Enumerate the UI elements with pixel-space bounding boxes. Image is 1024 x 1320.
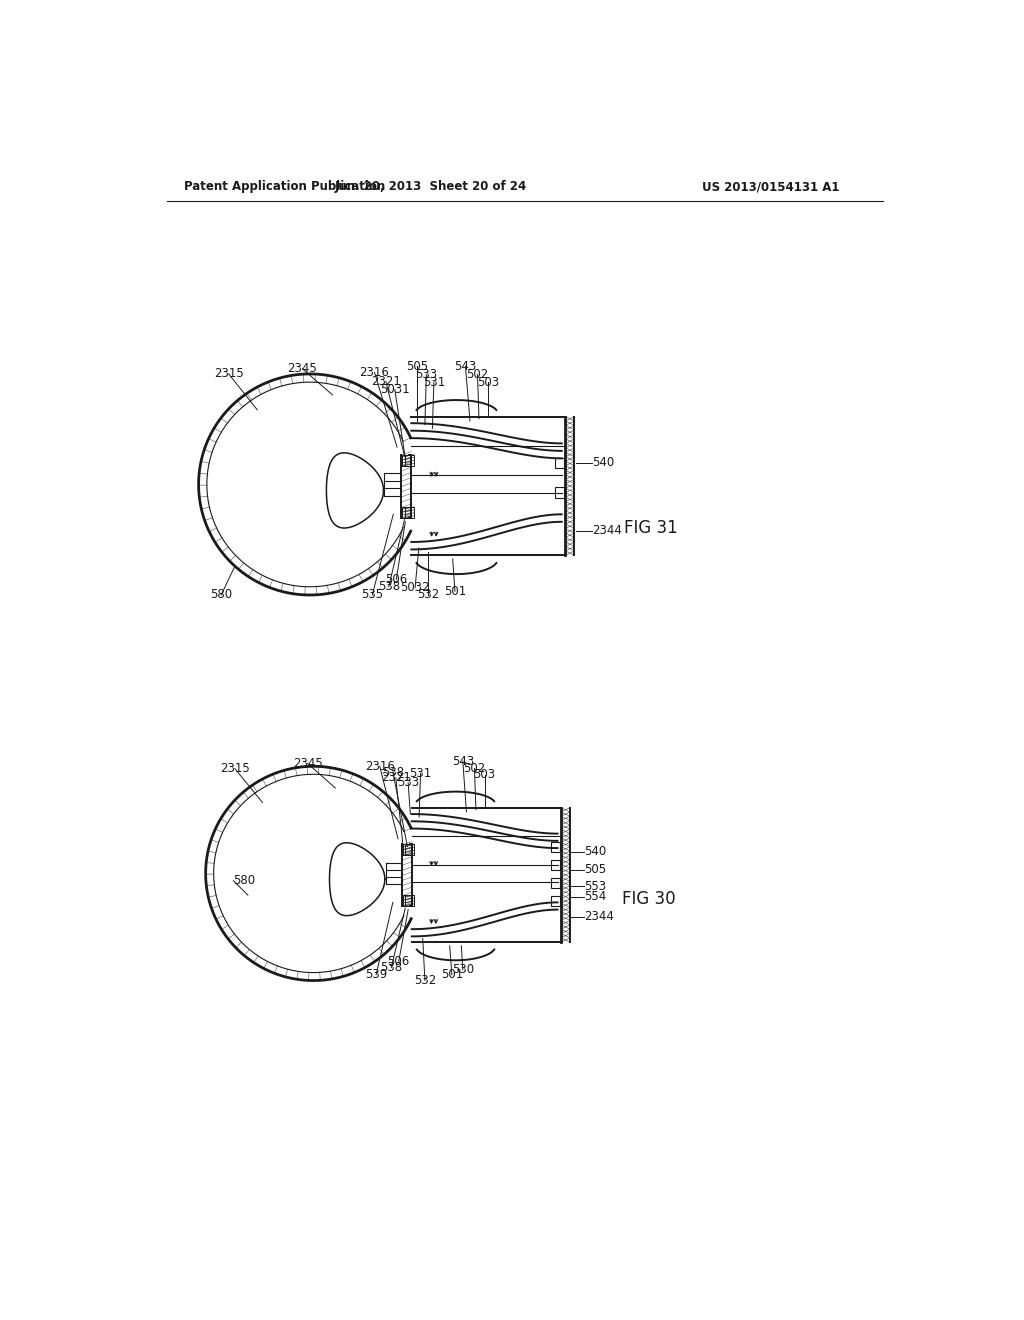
Text: 2345: 2345 xyxy=(293,756,323,770)
Text: 503: 503 xyxy=(473,768,496,781)
Bar xyxy=(555,458,564,469)
Text: 506: 506 xyxy=(385,573,408,586)
Text: 543: 543 xyxy=(455,360,476,374)
Text: 530: 530 xyxy=(452,964,474,977)
Text: 2316: 2316 xyxy=(365,760,394,772)
Text: 580: 580 xyxy=(233,874,255,887)
Text: 2315: 2315 xyxy=(220,762,250,775)
Text: 553: 553 xyxy=(585,880,606,892)
Text: US 2013/0154131 A1: US 2013/0154131 A1 xyxy=(701,181,839,194)
Text: 535: 535 xyxy=(361,589,383,602)
Text: 554: 554 xyxy=(585,890,606,903)
Text: 533: 533 xyxy=(416,368,437,381)
Text: 533: 533 xyxy=(397,776,419,789)
Text: 538: 538 xyxy=(382,766,403,779)
Text: 2321: 2321 xyxy=(381,771,411,784)
Text: 543: 543 xyxy=(452,755,474,768)
Text: FIG 31: FIG 31 xyxy=(624,519,678,537)
Text: 5032: 5032 xyxy=(400,581,430,594)
Text: 503: 503 xyxy=(477,376,499,388)
Text: 538: 538 xyxy=(378,581,399,593)
Text: 2344: 2344 xyxy=(585,911,614,924)
Text: 2344: 2344 xyxy=(592,524,622,537)
Bar xyxy=(551,896,560,906)
Text: 531: 531 xyxy=(423,376,445,388)
Bar xyxy=(551,859,560,870)
Bar xyxy=(555,487,564,498)
Text: 2321: 2321 xyxy=(371,375,400,388)
Text: 502: 502 xyxy=(466,368,488,381)
Text: 501: 501 xyxy=(440,969,463,981)
Text: 532: 532 xyxy=(414,974,436,987)
Text: 540: 540 xyxy=(592,457,614,470)
Text: 538: 538 xyxy=(380,961,402,974)
Text: 2315: 2315 xyxy=(214,367,244,380)
Text: Patent Application Publication: Patent Application Publication xyxy=(183,181,385,194)
Bar xyxy=(551,878,560,888)
Text: 2345: 2345 xyxy=(288,362,317,375)
Text: 501: 501 xyxy=(443,585,466,598)
Text: 5031: 5031 xyxy=(380,383,410,396)
Text: 580: 580 xyxy=(210,589,232,602)
Text: 505: 505 xyxy=(407,360,428,374)
Text: 531: 531 xyxy=(410,767,432,780)
Text: FIG 30: FIG 30 xyxy=(623,890,676,908)
Text: Jun. 20, 2013  Sheet 20 of 24: Jun. 20, 2013 Sheet 20 of 24 xyxy=(334,181,526,194)
Text: 506: 506 xyxy=(387,956,410,969)
Text: 505: 505 xyxy=(585,863,606,876)
Text: 502: 502 xyxy=(463,762,485,775)
Text: 539: 539 xyxy=(365,969,387,981)
Bar xyxy=(551,842,560,851)
Text: 540: 540 xyxy=(585,845,606,858)
Text: 2316: 2316 xyxy=(359,366,389,379)
Text: 532: 532 xyxy=(417,589,439,602)
